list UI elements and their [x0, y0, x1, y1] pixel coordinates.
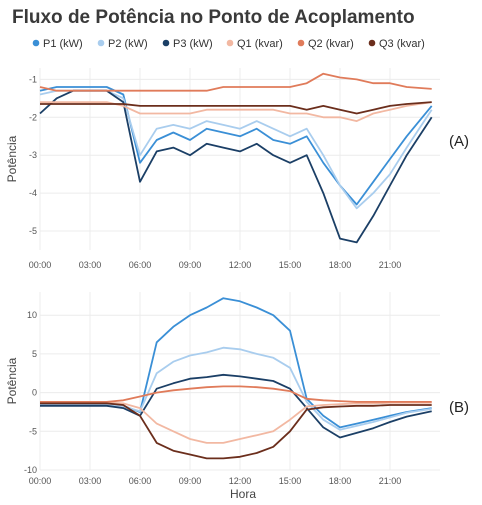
- x-tick-label: 03:00: [79, 476, 102, 486]
- legend-marker: [368, 39, 376, 47]
- legend-item: P3 (kW): [162, 38, 213, 50]
- panel-tag: (A): [449, 133, 469, 150]
- y-tick-label: -1: [29, 74, 37, 84]
- legend-label: P3 (kW): [173, 38, 213, 50]
- legend-label: P2 (kW): [108, 38, 148, 50]
- y-tick-label: 5: [32, 349, 37, 359]
- legend-item: Q1 (kvar): [226, 38, 283, 50]
- x-tick-label: 18:00: [329, 260, 352, 270]
- y-tick-label: -2: [29, 112, 37, 122]
- x-tick-label: 06:00: [129, 260, 152, 270]
- legend-item: P2 (kW): [97, 38, 148, 50]
- legend-marker: [226, 39, 234, 47]
- x-tick-label: 09:00: [179, 476, 202, 486]
- series-line: [40, 385, 432, 403]
- series-line: [40, 346, 432, 431]
- panel-tag: (B): [449, 399, 469, 416]
- legend-item: P1 (kW): [32, 38, 83, 50]
- series-line: [39, 86, 433, 206]
- x-tick-label: 15:00: [279, 476, 302, 486]
- x-tick-label: 00:00: [29, 260, 52, 270]
- legend-label: Q1 (kvar): [237, 38, 283, 50]
- legend-label: P1 (kW): [43, 38, 83, 50]
- y-tick-label: 0: [32, 388, 37, 398]
- x-tick-label: 06:00: [129, 476, 152, 486]
- y-axis-title: Potência: [5, 135, 19, 182]
- legend-label: Q3 (kvar): [379, 38, 425, 50]
- panel-a: -1 -2 -3 -4 -5 00:00 03:00 06:00 09:00 12:00 15:00…: [5, 68, 469, 270]
- x-tick-label: 21:00: [379, 260, 402, 270]
- series-line: [39, 89, 433, 210]
- y-tick-label: -3: [29, 150, 37, 160]
- y-tick-label: -5: [29, 426, 37, 436]
- y-axis-title: Potência: [5, 357, 19, 404]
- series-line: [40, 373, 432, 439]
- y-tick-label: 10: [27, 310, 37, 320]
- legend-marker: [97, 39, 105, 47]
- y-tick-label: -4: [29, 188, 37, 198]
- legend-label: Q2 (kvar): [308, 38, 354, 50]
- y-tick-label: -5: [29, 226, 37, 236]
- chart-title: Fluxo de Potência no Ponto de Acoplament…: [12, 7, 415, 28]
- x-tick-label: 12:00: [229, 476, 252, 486]
- x-tick-label: 09:00: [179, 260, 202, 270]
- x-axis-title: Hora: [230, 487, 256, 501]
- x-tick-label: 00:00: [29, 476, 52, 486]
- legend: P1 (kW) P2 (kW) P3 (kW) Q1 (kvar) Q2 (kvar) Q…: [32, 38, 425, 50]
- legend-marker: [297, 39, 305, 47]
- legend-item: Q3 (kvar): [368, 38, 425, 50]
- series-line: [40, 101, 432, 122]
- y-tick-label: -10: [24, 465, 37, 475]
- x-tick-label: 03:00: [79, 260, 102, 270]
- legend-marker: [162, 39, 170, 47]
- series-line: [40, 297, 432, 429]
- x-tick-label: 12:00: [229, 260, 252, 270]
- legend-item: Q2 (kvar): [297, 38, 354, 50]
- x-tick-label: 18:00: [329, 476, 352, 486]
- series-line: [39, 72, 432, 92]
- series-line: [40, 402, 432, 460]
- series-line: [40, 101, 432, 115]
- legend-marker: [32, 39, 40, 47]
- x-tick-label: 15:00: [279, 260, 302, 270]
- x-tick-label: 21:00: [379, 476, 402, 486]
